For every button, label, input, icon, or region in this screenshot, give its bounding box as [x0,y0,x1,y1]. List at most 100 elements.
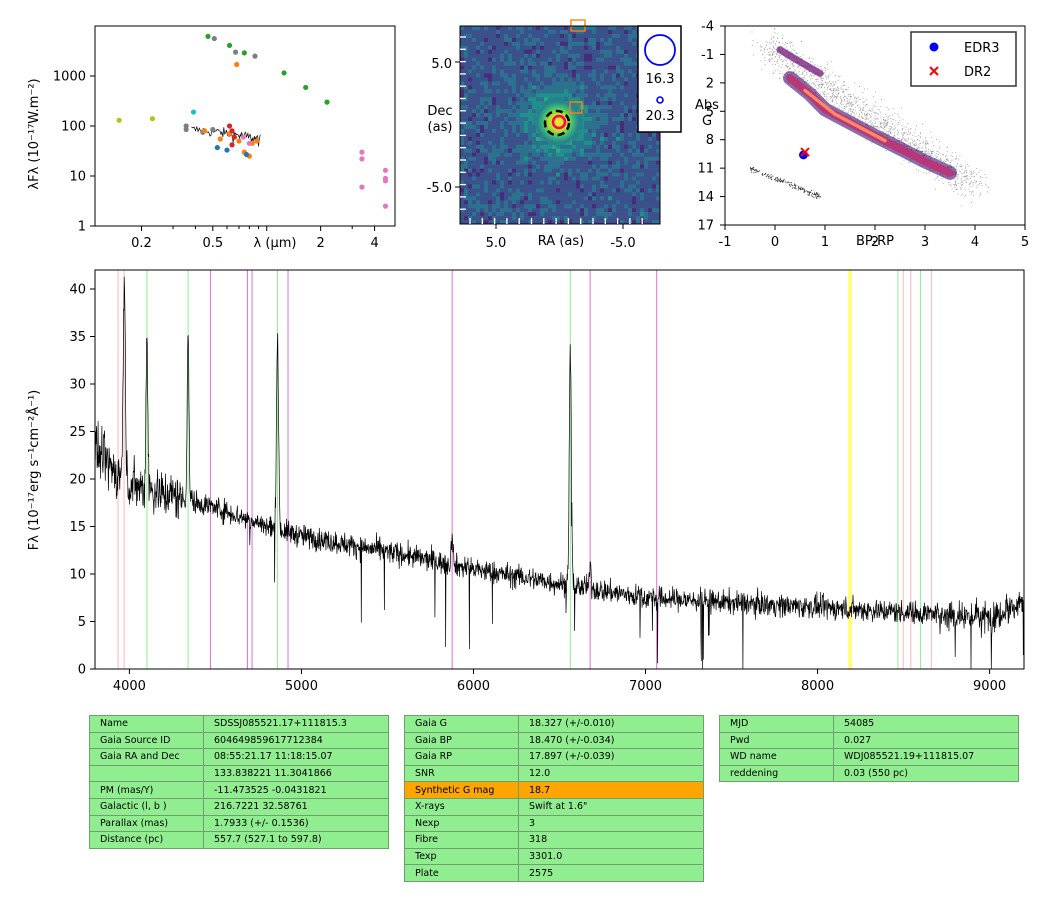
hrd-background-star [875,106,877,108]
image-pixel [640,53,645,58]
hrd-background-star [850,106,852,107]
image-pixel [576,192,581,197]
image-pixel [628,140,633,146]
image-pixel [504,109,509,114]
image-pixel [636,136,641,142]
image-pixel [588,65,593,70]
hrd-background-star [919,156,921,158]
image-pixel [472,160,477,165]
hrd-background-star [931,164,932,166]
hrd-background-star [963,172,965,174]
image-pixel [488,132,493,138]
image-pixel [564,65,569,70]
hrd-background-star [868,110,870,112]
hrd-background-star [927,142,928,144]
image-pixel [464,136,469,142]
hrd-background-star [822,102,823,103]
hrd-wd-star [768,175,770,177]
image-pixel [476,101,481,106]
image-pixel [552,53,557,58]
image-pixel [624,73,629,78]
hrd-background-star [866,114,868,116]
hrd-background-star [827,77,829,79]
hrd-background-star [817,73,819,74]
image-pixel [484,101,489,106]
table-value-cell: 2575 [518,864,704,882]
image-pixel [592,196,597,201]
image-pixel [632,176,637,181]
hrd-background-star [882,130,884,132]
hrd-wd-star [791,184,792,186]
image-pixel [548,168,553,173]
image-pixel [496,93,501,98]
hrd-background-star [838,93,839,94]
image-pixel [484,57,489,62]
image-pixel [524,192,529,197]
image-pixel [516,204,521,209]
hrd-background-star [927,160,929,162]
image-pixel [508,152,513,157]
image-pixel [520,65,525,70]
image-pixel [652,73,657,78]
image-pixel [616,85,621,90]
image-pixel [540,192,545,197]
image-pixel [544,220,549,224]
image-pixel [528,128,533,134]
image-pixel [520,204,525,209]
image-pixel [592,73,597,78]
image-pixel [608,144,613,150]
image-pixel [600,65,605,70]
image-pixel [496,164,501,169]
image-pixel [468,125,473,130]
hrd-background-star [928,153,930,154]
hrd-background-star [792,54,794,56]
hrd-wd-star [807,191,809,193]
hrd-background-star [855,98,857,99]
image-pixel [556,200,561,205]
image-pixel [508,196,513,201]
image-pixel [596,57,601,62]
hrd-background-star [909,150,911,152]
image-pixel [480,192,485,197]
image-pixel [576,117,581,122]
image-pixel [532,128,537,134]
image-pixel [640,180,645,185]
hrd-background-star [772,52,774,54]
hrd-background-star [883,117,884,119]
image-pixel [628,160,633,165]
image-pixel [544,113,549,118]
image-pixel [552,121,557,126]
image-pixel [516,45,521,51]
image-pixel [596,93,601,98]
image-pixel [464,49,469,55]
hrd-background-star [906,126,907,128]
image-pixel [528,148,533,154]
hrd-background-star [888,141,890,143]
hrd-background-star [827,93,829,95]
image-pixel [608,180,613,185]
legend-dr2-marker [929,66,939,76]
hrd-background-star [869,108,870,110]
hrd-background-star [885,125,887,127]
hrd-background-star [923,141,924,143]
hrd-background-star [920,151,922,153]
image-pixel [612,49,617,55]
image-pixel [648,164,653,169]
image-pixel [640,109,645,114]
hrd-background-star [752,40,754,41]
hrd-wd-star [779,178,781,180]
hrd-wd-star [807,191,809,193]
hrd-background-star [786,65,788,67]
hrd-background-star [868,110,870,112]
image-pixel [488,97,493,102]
image-pixel [648,26,653,31]
hrd-background-star [793,78,795,80]
hrd-background-star [941,173,943,174]
hrd-background-star [968,184,970,185]
image-pixel [596,41,601,47]
image-pixel [504,180,509,185]
hrd-background-star [856,100,858,102]
hrd-background-star [788,53,790,54]
hrd-background-star [790,54,792,55]
hrd-background-star [789,79,791,80]
